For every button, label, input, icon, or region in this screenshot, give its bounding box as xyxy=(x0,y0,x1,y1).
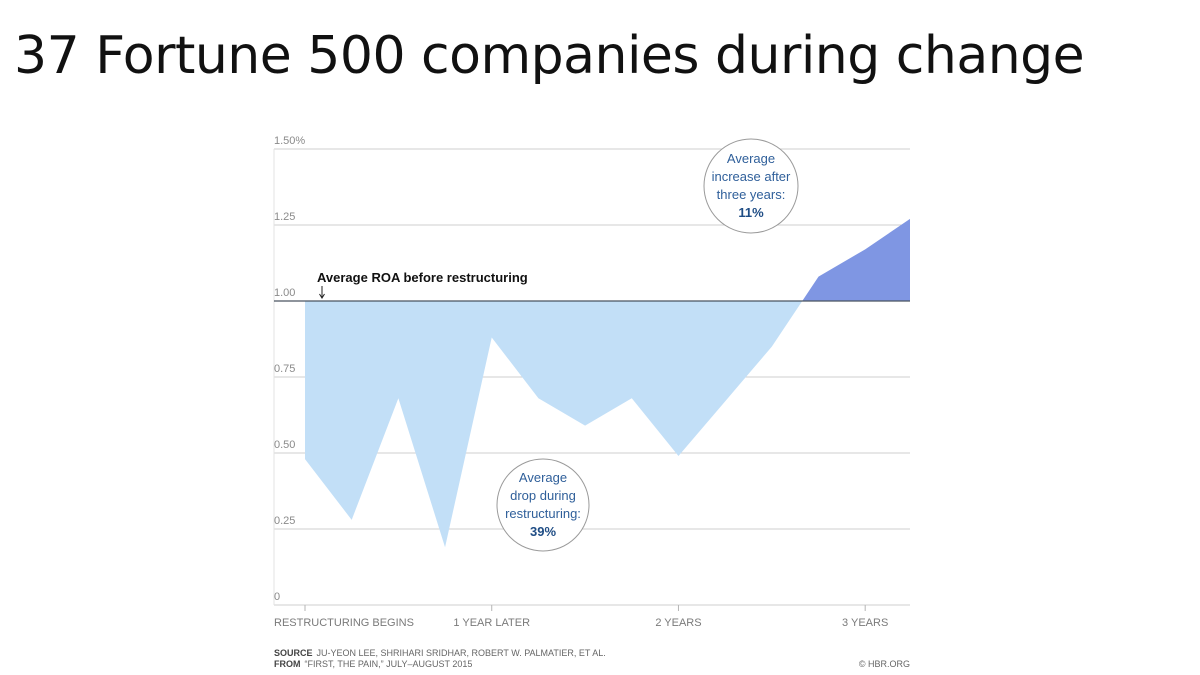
annotations: Average ROA before restructuring Average… xyxy=(317,138,799,552)
area-above-baseline-0 xyxy=(802,218,910,301)
from-text: “FIRST, THE PAIN,” JULY–AUGUST 2015 xyxy=(304,659,473,669)
x-tick-label-0: RESTRUCTURING BEGINS xyxy=(274,617,414,629)
x-tick-label-1: 1 YEAR LATER xyxy=(453,617,530,629)
increase-callout-circle xyxy=(703,138,799,234)
drop-callout-line-1: drop during xyxy=(510,488,576,503)
y-tick-label-1: 1.25 xyxy=(274,211,295,223)
x-tick-label-2: 2 YEARS xyxy=(655,617,701,629)
source-footer: SOURCE JU-YEON LEE, SHRIHARI SRIDHAR, ROB… xyxy=(274,648,910,670)
drop-callout-value: 39% xyxy=(530,524,556,539)
increase-callout-line-2: three years: xyxy=(717,187,786,202)
slide-title: 37 Fortune 500 companies during change xyxy=(14,26,1085,86)
y-tick-label-6: 0 xyxy=(274,591,280,603)
x-tick-label-3: 3 YEARS xyxy=(842,617,888,629)
increase-callout-value: 11% xyxy=(738,205,764,220)
y-tick-label-4: 0.50 xyxy=(274,439,295,451)
baseline-label: Average ROA before restructuring xyxy=(317,270,528,285)
source-label: SOURCE xyxy=(274,648,313,658)
from-label: FROM xyxy=(274,659,301,669)
source-text: JU-YEON LEE, SHRIHARI SRIDHAR, ROBERT W.… xyxy=(316,648,606,658)
credit: © HBR.ORG xyxy=(858,659,910,669)
drop-callout-line-2: restructuring: xyxy=(505,506,581,521)
y-tick-label-0: 1.50% xyxy=(274,135,305,147)
y-tick-label-5: 0.25 xyxy=(274,515,295,527)
drop-callout-circle xyxy=(496,458,590,552)
source-line: SOURCE JU-YEON LEE, SHRIHARI SRIDHAR, ROB… xyxy=(274,648,910,659)
arrow-head xyxy=(319,293,325,299)
baseline-arrow-icon xyxy=(319,286,325,299)
area-below-baseline-0 xyxy=(305,301,803,548)
increase-callout-line-0: Average xyxy=(727,151,775,166)
area-fills xyxy=(305,218,910,548)
x-axis-ticks: RESTRUCTURING BEGINS 1 YEAR LATER 2 YEARS 3… xyxy=(274,605,888,629)
drop-callout-line-0: Average xyxy=(519,470,567,485)
increase-callout-line-1: increase after xyxy=(712,169,791,184)
drop-callout: Average drop during restructuring: 39% xyxy=(496,458,590,552)
from-line: FROM “FIRST, THE PAIN,” JULY–AUGUST 2015 xyxy=(274,659,910,670)
y-tick-label-2: 1.00 xyxy=(274,287,295,299)
y-axis-ticks: 1.50% 1.25 1.00 0.75 0.50 0.25 0 xyxy=(274,135,305,603)
increase-callout: Average increase after three years: 11% xyxy=(703,138,799,234)
y-tick-label-3: 0.75 xyxy=(274,363,295,375)
